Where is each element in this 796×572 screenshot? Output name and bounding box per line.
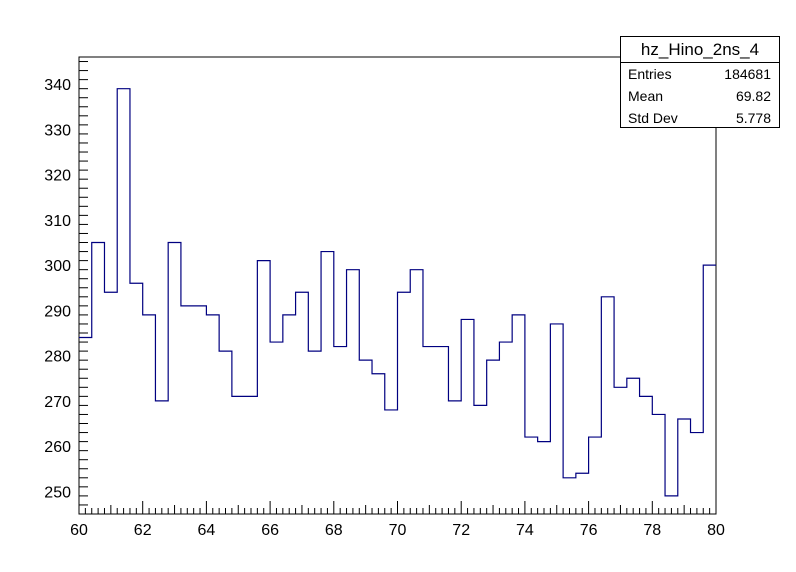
histogram-series — [79, 88, 716, 497]
y-tick-label: 330 — [44, 122, 71, 139]
mean-value: 69.82 — [735, 88, 771, 104]
y-tick-label: 300 — [44, 258, 71, 275]
x-tick-label: 62 — [134, 522, 152, 539]
y-tick-label: 340 — [44, 77, 71, 94]
stddev-value: 5.778 — [735, 110, 771, 126]
x-tick-label: 70 — [389, 522, 407, 539]
stats-row-mean: Mean 69.82 — [621, 85, 779, 107]
y-tick-label: 260 — [44, 439, 71, 456]
stats-box: hz_Hino_2ns_4 Entries 184681 Mean 69.82 … — [620, 36, 780, 128]
x-tick-label: 78 — [643, 522, 661, 539]
stats-title: hz_Hino_2ns_4 — [621, 37, 779, 63]
x-tick-label: 72 — [452, 522, 470, 539]
x-tick-label: 68 — [325, 522, 343, 539]
x-tick-label: 74 — [516, 522, 534, 539]
entries-label: Entries — [628, 66, 672, 82]
stats-row-entries: Entries 184681 — [621, 63, 779, 85]
x-tick-label: 80 — [707, 522, 725, 539]
x-tick-label: 64 — [198, 522, 216, 539]
x-tick-label: 66 — [261, 522, 279, 539]
y-tick-label: 250 — [44, 484, 71, 501]
y-tick-label: 290 — [44, 303, 71, 320]
y-tick-label: 320 — [44, 168, 71, 185]
stats-row-stddev: Std Dev 5.778 — [621, 107, 779, 129]
mean-label: Mean — [628, 88, 664, 104]
stddev-label: Std Dev — [628, 110, 678, 126]
y-tick-label: 270 — [44, 394, 71, 411]
y-axis: 250 260 270 280 290 300 310 320 330 340 — [44, 61, 88, 515]
entries-value: 184681 — [724, 66, 771, 82]
y-tick-label: 310 — [44, 213, 71, 230]
x-axis: 60 62 64 66 68 70 72 74 76 78 80 — [70, 501, 725, 539]
y-tick-label: 280 — [44, 349, 71, 366]
x-tick-label: 60 — [70, 522, 88, 539]
x-tick-label: 76 — [580, 522, 598, 539]
